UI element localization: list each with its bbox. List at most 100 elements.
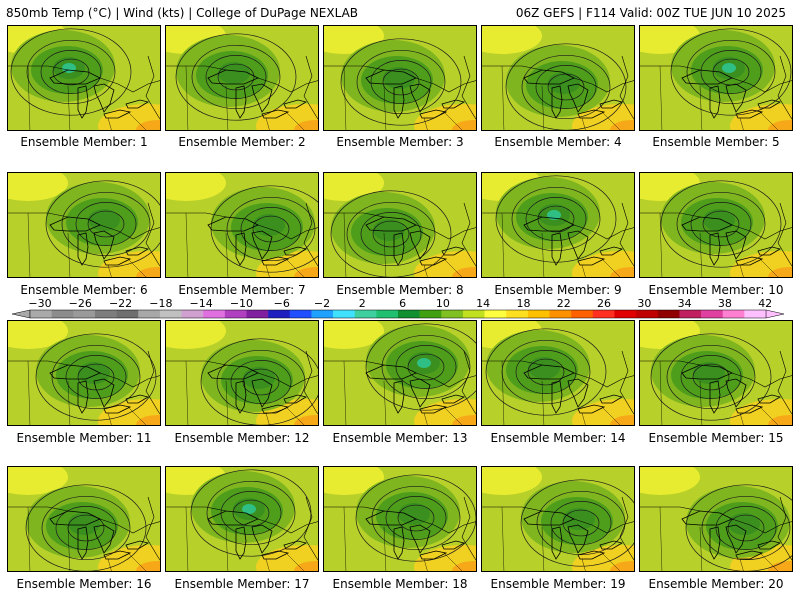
colorbar-swatch: [116, 310, 139, 318]
colorbar-swatch: [419, 310, 442, 318]
ensemble-panel-2: [165, 25, 319, 131]
temperature-map: [482, 467, 634, 571]
colorbar-tick-label: −18: [149, 297, 172, 310]
colorbar-swatch: [527, 310, 550, 318]
colorbar-swatch: [636, 310, 659, 318]
colorbar-swatch: [181, 310, 204, 318]
temperature-map: [324, 321, 476, 425]
colorbar-swatch: [376, 310, 399, 318]
colorbar-tick-label: −22: [109, 297, 132, 310]
temperature-map: [324, 467, 476, 571]
ensemble-panel-10: [639, 172, 793, 278]
colorbar-tick-label: −26: [69, 297, 92, 310]
ensemble-member-label: Ensemble Member: 17: [174, 577, 310, 591]
ensemble-panel-16: [7, 466, 161, 572]
ensemble-panel-7: [165, 172, 319, 278]
colorbar-tick-label: −2: [314, 297, 330, 310]
temperature-colorbar: −30 −26 −22 −18 −14 −10 −6 −2 2 6 10 14 18 22 26 30 34 38…: [11, 297, 785, 319]
ensemble-member-label: Ensemble Member: 12: [174, 431, 310, 445]
ensemble-panel-1: [7, 25, 161, 131]
colorbar-tick-label: 22: [557, 297, 571, 310]
ensemble-panel-5: [639, 25, 793, 131]
colorbar-swatch: [744, 310, 767, 318]
ensemble-member-label: Ensemble Member: 10: [648, 283, 784, 297]
colorbar-swatch: [246, 310, 269, 318]
colorbar-swatch: [592, 310, 615, 318]
ensemble-member-label: Ensemble Member: 11: [16, 431, 152, 445]
colorbar-swatch: [398, 310, 420, 318]
temperature-map: [166, 321, 318, 425]
colorbar-tick-label: 30: [637, 297, 651, 310]
ensemble-member-label: Ensemble Member: 8: [336, 283, 464, 297]
ensemble-panel-19: [481, 466, 635, 572]
temperature-map: [640, 321, 792, 425]
map-title: 850mb Temp (°C) | Wind (kts) | College o…: [6, 6, 359, 20]
colorbar-tick-label: 18: [516, 297, 530, 310]
ensemble-panel-18: [323, 466, 477, 572]
ensemble-panel-4: [481, 25, 635, 131]
colorbar-swatch: [679, 310, 702, 318]
colorbar-swatch: [614, 310, 637, 318]
colorbar-swatch: [701, 310, 724, 318]
temperature-map: [482, 173, 634, 277]
colorbar-tick-label: −10: [230, 297, 253, 310]
colorbar-tick-label: 6: [399, 297, 406, 310]
ensemble-panel-12: [165, 320, 319, 426]
temperature-map: [482, 321, 634, 425]
ensemble-member-label: Ensemble Member: 20: [648, 577, 784, 591]
colorbar-swatch: [484, 310, 507, 318]
colorbar-swatch: [441, 310, 464, 318]
ensemble-member-label: Ensemble Member: 15: [648, 431, 784, 445]
ensemble-member-label: Ensemble Member: 7: [178, 283, 306, 297]
temperature-map: [324, 26, 476, 130]
colorbar-tick-label: 26: [597, 297, 611, 310]
temperature-map: [8, 321, 160, 425]
colorbar-swatch: [462, 310, 485, 318]
ensemble-member-label: Ensemble Member: 6: [20, 283, 148, 297]
ensemble-member-label: Ensemble Member: 5: [652, 135, 780, 149]
ensemble-panel-15: [639, 320, 793, 426]
temperature-map: [640, 467, 792, 571]
temperature-map: [640, 26, 792, 130]
ensemble-member-label: Ensemble Member: 9: [494, 283, 622, 297]
ensemble-member-label: Ensemble Member: 18: [332, 577, 468, 591]
colorbar-tick-label: −6: [274, 297, 290, 310]
ensemble-panel-8: [323, 172, 477, 278]
temperature-map: [8, 467, 160, 571]
temperature-map: [482, 26, 634, 130]
colorbar-swatch: [73, 310, 96, 318]
ensemble-panel-9: [481, 172, 635, 278]
temperature-map: [324, 173, 476, 277]
colorbar-tick-label: 14: [476, 297, 490, 310]
temperature-map: [166, 26, 318, 130]
colorbar-swatch: [722, 310, 745, 318]
ensemble-member-label: Ensemble Member: 16: [16, 577, 152, 591]
colorbar-tick-label: 10: [436, 297, 450, 310]
colorbar-swatch: [203, 310, 226, 318]
ensemble-panel-14: [481, 320, 635, 426]
colorbar-swatch: [657, 310, 680, 318]
ensemble-panel-13: [323, 320, 477, 426]
colorbar-swatch: [94, 310, 117, 318]
ensemble-panel-11: [7, 320, 161, 426]
colorbar-swatch: [311, 310, 334, 318]
ensemble-panel-6: [7, 172, 161, 278]
temperature-map: [8, 173, 160, 277]
ensemble-member-label: Ensemble Member: 4: [494, 135, 622, 149]
ensemble-panel-17: [165, 466, 319, 572]
colorbar-swatch: [571, 310, 594, 318]
colorbar-tick-label: 42: [758, 297, 772, 310]
colorbar-swatch: [354, 310, 377, 318]
colorbar-tick-label: −14: [190, 297, 213, 310]
ensemble-member-label: Ensemble Member: 3: [336, 135, 464, 149]
ensemble-panel-3: [323, 25, 477, 131]
ensemble-panel-20: [639, 466, 793, 572]
run-info: 06Z GEFS | F114 Valid: 00Z TUE JUN 10 20…: [515, 6, 786, 20]
temperature-map: [166, 467, 318, 571]
ensemble-member-label: Ensemble Member: 2: [178, 135, 306, 149]
colorbar-swatch: [549, 310, 572, 318]
colorbar-swatch: [138, 310, 161, 318]
temperature-map: [8, 26, 160, 130]
ensemble-member-label: Ensemble Member: 13: [332, 431, 468, 445]
colorbar-swatch: [30, 310, 52, 318]
